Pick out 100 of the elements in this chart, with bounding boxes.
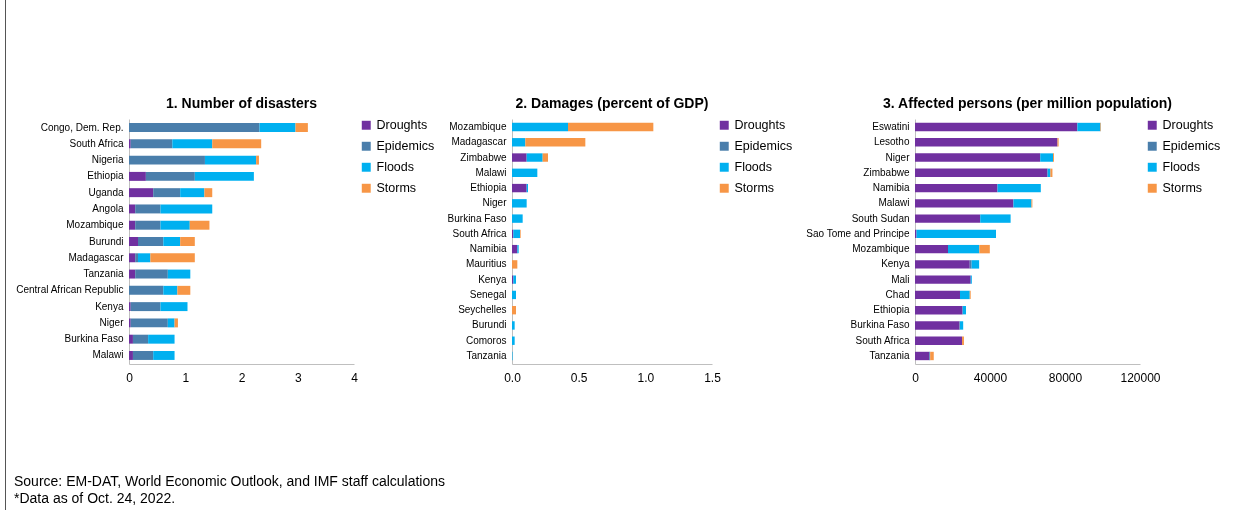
bar <box>129 155 205 165</box>
y-tick-label: Mozambique <box>66 219 124 231</box>
y-tick-label: Kenya <box>881 258 910 270</box>
bar <box>135 204 161 214</box>
y-tick-label: Niger <box>99 316 125 328</box>
bar <box>915 275 971 284</box>
chart-title: 3. Affected persons (per million population) <box>883 95 1172 111</box>
y-tick-label: Ethiopia <box>87 170 124 182</box>
legend-label: Droughts <box>734 118 786 133</box>
bar <box>150 253 195 263</box>
bar <box>259 123 296 133</box>
legend-label: Droughts <box>1162 118 1214 133</box>
bar <box>916 229 996 239</box>
bar <box>153 350 175 360</box>
source-note: Source: EM-DAT, World Economic Outlook, and IMF staff calculations <box>14 473 446 490</box>
x-tick-label: 0.5 <box>570 370 588 385</box>
bar <box>971 260 980 269</box>
bar <box>1077 122 1101 132</box>
y-tick-label: South Sudan <box>851 212 910 224</box>
bar <box>980 214 1011 223</box>
y-tick-label: Tanzania <box>466 349 507 361</box>
y-tick-label: Malawi <box>878 197 910 209</box>
bar <box>915 336 963 345</box>
legend-label: Storms <box>734 181 775 196</box>
bar <box>160 204 213 214</box>
bar <box>295 123 308 133</box>
bar <box>512 214 523 223</box>
bar <box>135 220 161 230</box>
y-tick-label: Namibia <box>872 182 910 194</box>
bar <box>512 153 527 162</box>
legend-label: Storms <box>376 181 417 196</box>
bar <box>129 220 136 230</box>
y-tick-label: Ethiopia <box>470 182 507 194</box>
bar <box>180 237 195 246</box>
bar <box>135 269 168 279</box>
bar <box>212 139 262 149</box>
bar <box>512 305 516 315</box>
legend-label: Epidemics <box>1162 139 1221 154</box>
bar <box>129 285 164 295</box>
bar <box>915 183 998 193</box>
bar <box>189 220 210 230</box>
bar <box>129 350 133 360</box>
x-tick-label: 1 <box>182 370 190 385</box>
bar <box>512 290 516 300</box>
y-tick-label: Seychelles <box>458 304 507 316</box>
y-tick-label: Lesotho <box>873 136 910 148</box>
bar <box>960 321 964 330</box>
y-tick-label: Burundi <box>472 319 507 331</box>
x-tick-label: 80000 <box>1048 370 1083 385</box>
bar <box>512 122 568 132</box>
y-tick-label: Burundi <box>89 235 124 247</box>
bar <box>915 351 930 361</box>
y-tick-label: Central African Republic <box>16 284 124 296</box>
bar <box>167 269 191 279</box>
bar <box>163 237 181 246</box>
bar <box>135 253 138 263</box>
bar <box>512 168 538 178</box>
y-tick-label: Comoros <box>465 334 507 346</box>
bar <box>915 199 1014 208</box>
bar <box>512 260 518 269</box>
bar <box>138 253 151 263</box>
bar <box>948 244 980 254</box>
bar <box>512 336 515 345</box>
y-tick-label: Mali <box>891 273 910 285</box>
y-tick-label: Malawi <box>92 349 124 361</box>
y-tick-label: Nigeria <box>91 154 124 166</box>
bar <box>915 138 1058 147</box>
y-tick-label: Zimbabwe <box>863 166 910 178</box>
y-tick-label: Chad <box>885 288 910 300</box>
text: *Data as of Oct. 24, 2022. <box>14 490 177 507</box>
bar <box>129 237 138 246</box>
bar <box>132 334 149 344</box>
bar <box>177 285 191 295</box>
bar <box>204 155 257 165</box>
bar <box>129 204 136 214</box>
bar <box>512 199 527 208</box>
x-tick-label: 40000 <box>973 370 1008 385</box>
y-tick-label: Malawi <box>475 166 507 178</box>
y-tick-label: Burkina Faso <box>64 333 124 345</box>
bar <box>130 302 161 312</box>
y-tick-label: Mozambique <box>852 243 910 255</box>
bar <box>172 139 213 149</box>
bar <box>194 171 254 181</box>
y-tick-label: Sao Tome and Principe <box>806 227 910 239</box>
bar <box>526 153 543 162</box>
bar <box>525 138 586 147</box>
bar <box>167 318 175 328</box>
y-tick-label: Mauritius <box>465 258 507 270</box>
bar <box>145 171 195 181</box>
bar <box>148 334 175 344</box>
y-tick-label: Kenya <box>95 300 124 312</box>
bar <box>1040 153 1053 162</box>
y-tick-label: Congo, Dem. Rep. <box>40 121 124 133</box>
bar <box>130 318 168 328</box>
bar <box>915 244 948 254</box>
bar <box>256 155 259 165</box>
bar <box>129 171 146 181</box>
x-tick-label: 1.0 <box>637 370 655 385</box>
bar <box>512 183 527 193</box>
bar <box>512 321 515 330</box>
